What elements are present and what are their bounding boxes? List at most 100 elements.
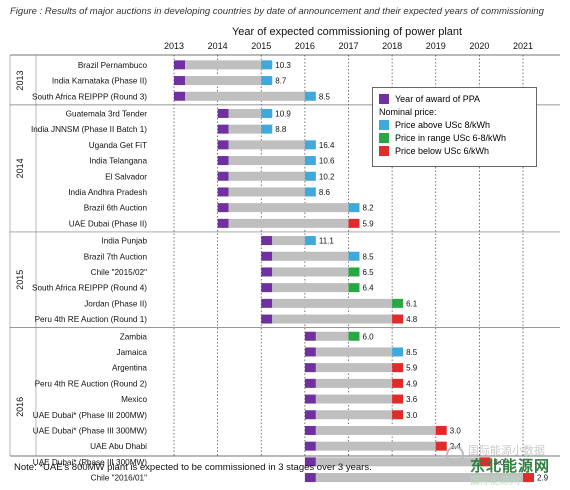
price-marker xyxy=(392,314,404,324)
price-marker xyxy=(261,76,273,86)
x-tick-label: 2016 xyxy=(295,41,315,51)
price-marker xyxy=(392,363,404,373)
price-marker xyxy=(304,187,316,197)
row-label: Jordan (Phase II) xyxy=(84,299,147,308)
x-tick-label: 2015 xyxy=(251,41,271,51)
row-label: Peru 4th RE Auction (Round 1) xyxy=(35,315,148,324)
duration-bar xyxy=(228,140,305,150)
x-tick-label: 2021 xyxy=(513,41,533,51)
row-label: Chile "2015/02" xyxy=(91,268,147,277)
group-year-label: 2016 xyxy=(15,397,25,417)
legend: Year of award of PPA Nominal price: Pric… xyxy=(372,87,537,167)
price-label: 8.5 xyxy=(363,252,375,261)
price-label: 11.1 xyxy=(319,237,335,246)
price-label: 6.1 xyxy=(406,299,418,308)
price-label: 8.6 xyxy=(319,188,331,197)
bar-layer: Brazil Pernambuco 10.3 India Karnataka (Ph… xyxy=(31,60,549,483)
award-marker xyxy=(217,156,229,166)
price-label: 10.2 xyxy=(319,172,335,181)
price-label: 10.9 xyxy=(275,109,291,118)
row-label: Uganda Get FiT xyxy=(89,141,147,150)
duration-bar xyxy=(185,91,305,101)
award-marker xyxy=(261,314,273,324)
footnote: Note: *UAE's 800MW plant is expected to … xyxy=(14,462,372,473)
award-marker xyxy=(261,283,273,293)
price-label: 8.5 xyxy=(319,92,331,101)
duration-bar xyxy=(228,108,262,118)
price-marker xyxy=(348,283,360,293)
wechat-icon xyxy=(446,446,464,464)
legend-award-label: Year of award of PPA xyxy=(395,93,481,104)
row-label: India Punjab xyxy=(101,237,147,246)
award-marker xyxy=(174,76,185,86)
row-label: India Andhra Pradesh xyxy=(68,188,147,197)
award-marker xyxy=(174,60,185,70)
award-marker xyxy=(304,363,316,373)
row-label: UAE Dubai (Phase II) xyxy=(69,219,148,228)
duration-bar xyxy=(315,441,436,451)
price-marker xyxy=(261,60,273,70)
award-marker xyxy=(217,171,229,181)
duration-bar xyxy=(315,347,393,357)
row-label: Guatemala 3rd Tender xyxy=(66,109,148,118)
row-label: India Telangana xyxy=(89,157,147,166)
legend-range-swatch xyxy=(379,132,389,143)
chart-title: Year of expected commissioning of power … xyxy=(232,26,462,38)
price-label: 3.0 xyxy=(493,458,505,467)
award-marker xyxy=(261,298,273,308)
price-label: 8.2 xyxy=(363,204,375,213)
award-marker xyxy=(304,394,316,404)
legend-award: Year of award of PPA xyxy=(379,92,530,105)
row-label: India JNNSM (Phase II Batch 1) xyxy=(31,125,147,134)
award-marker xyxy=(217,218,229,228)
award-marker xyxy=(304,378,316,388)
price-label: 4.8 xyxy=(406,315,418,324)
legend-nominal-heading: Nominal price: xyxy=(379,106,437,117)
legend-award-swatch xyxy=(379,93,389,104)
legend-below: Price below USc 6/kWh xyxy=(379,144,530,157)
price-marker xyxy=(304,156,316,166)
x-tick-label: 2019 xyxy=(426,41,446,51)
duration-bar xyxy=(228,124,262,134)
x-tick-label: 2020 xyxy=(469,41,489,51)
price-marker xyxy=(304,171,316,181)
duration-bar xyxy=(272,283,349,293)
price-marker xyxy=(435,441,447,451)
award-marker xyxy=(174,91,185,101)
legend-range: Price in range USc 6-8/kWh xyxy=(379,131,530,144)
duration-bar xyxy=(272,298,393,308)
legend-above: Price above USc 8/kWh xyxy=(379,118,530,131)
figure-caption: Figure : Results of major auctions in de… xyxy=(10,6,544,17)
group-year-label: 2014 xyxy=(15,158,25,178)
legend-below-swatch xyxy=(379,145,389,156)
duration-bar xyxy=(315,331,349,341)
row-label: Peru 4th RE Auction (Round 2) xyxy=(35,379,148,388)
legend-below-label: Price below USc 6/kWh xyxy=(395,145,490,156)
row-label: El Salvador xyxy=(105,172,147,181)
legend-range-label: Price in range USc 6-8/kWh xyxy=(395,132,507,143)
price-label: 8.8 xyxy=(275,125,287,134)
duration-bar xyxy=(228,171,305,181)
price-marker xyxy=(479,457,491,467)
duration-bar xyxy=(272,251,349,261)
duration-bar xyxy=(185,76,262,86)
watermark-line-2: 东北能源网 xyxy=(470,457,551,475)
group-year-label: 2015 xyxy=(15,270,25,290)
price-marker xyxy=(348,203,360,213)
price-label: 5.9 xyxy=(406,364,418,373)
price-marker xyxy=(261,108,273,118)
row-label: UAE Abu Dhabi xyxy=(90,442,147,451)
price-marker xyxy=(348,218,360,228)
price-marker xyxy=(523,473,534,483)
price-marker xyxy=(392,378,404,388)
award-marker xyxy=(304,347,316,357)
row-label: Brazil 7th Auction xyxy=(84,252,148,261)
row-label: Chile "2016/01" xyxy=(91,474,147,483)
price-label: 10.6 xyxy=(319,157,335,166)
duration-bar xyxy=(315,425,436,435)
award-marker xyxy=(304,425,316,435)
row-label: UAE Dubai* (Phase III 300MW) xyxy=(33,426,147,435)
price-label: 3.0 xyxy=(406,411,418,420)
award-marker xyxy=(217,108,229,118)
